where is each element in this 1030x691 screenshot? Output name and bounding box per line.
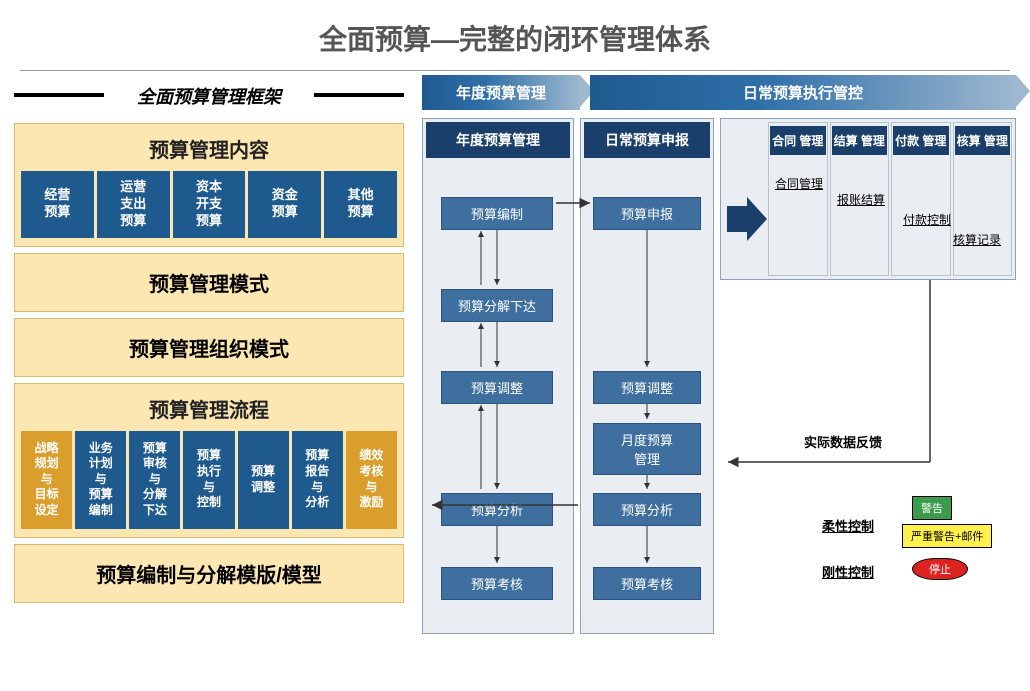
flow-node: 预算分析 — [593, 493, 701, 526]
box-template: 预算编制与分解模版/模型 — [14, 544, 404, 603]
rule-right — [314, 93, 404, 97]
process-cell: 战略规划与目标设定 — [21, 431, 72, 529]
page-title: 全面预算—完整的闭环管理体系 — [0, 0, 1030, 70]
rhead-1: 合同 管理 — [770, 126, 826, 155]
col-daily-head: 日常预算申报 — [584, 122, 710, 158]
box-org: 预算管理组织模式 — [14, 318, 404, 377]
left-heading: 全面预算管理框架 — [14, 75, 404, 123]
flow-node: 预算编制 — [441, 197, 553, 230]
grid-col-4: 核算 管理 — [953, 122, 1013, 276]
tab-daily: 日常预算执行管控 — [590, 75, 1016, 110]
col-daily-body: 预算申报预算调整月度预算管理预算分析预算考核 — [581, 161, 713, 633]
grid-col-1: 合同 管理 — [768, 122, 828, 276]
process-cell: 绩效考核与激励 — [346, 431, 397, 529]
flow-node: 月度预算管理 — [593, 423, 701, 475]
tab-bar: 年度预算管理 日常预算执行管控 — [422, 75, 1016, 110]
stair-3: 付款控制 — [903, 211, 951, 228]
left-panel: 全面预算管理框架 预算管理内容 经营预算运营支出预算资本开支预算资金预算其他预算… — [14, 75, 404, 634]
badge-severe: 严重警告+邮件 — [902, 524, 992, 548]
content-cell: 资本开支预算 — [173, 171, 246, 238]
box-content-title: 预算管理内容 — [19, 130, 399, 171]
right-panel: 年度预算管理 日常预算执行管控 年度预算管理 预算 — [404, 75, 1016, 634]
columns: 年度预算管理 预算编制预算分解下达预算调整预算分析预算考核 日常预算 — [422, 118, 1016, 634]
process-cell: 预算执行与控制 — [183, 431, 234, 529]
process-cell: 预算调整 — [238, 431, 289, 529]
flow-node: 预算调整 — [593, 371, 701, 404]
box-process-title: 预算管理流程 — [19, 390, 399, 431]
flow-node: 预算调整 — [441, 371, 553, 404]
process-row: 战略规划与目标设定业务计划与预算编制预算审核与分解下达预算执行与控制预算调整预算… — [19, 431, 399, 531]
flow-node: 预算申报 — [593, 197, 701, 230]
divider — [20, 70, 1010, 71]
box-mode: 预算管理模式 — [14, 253, 404, 312]
badge-warn: 警告 — [912, 496, 952, 520]
stair-4: 核算记录 — [953, 231, 1001, 248]
right-sub-panel: 合同 管理 结算 管理 付款 管理 核算 管理 合同管理 报账结算 付款控制 核… — [720, 118, 1016, 634]
stair-2: 报账结算 — [837, 191, 885, 208]
process-cell: 预算报告与分析 — [292, 431, 343, 529]
process-cell: 业务计划与预算编制 — [75, 431, 126, 529]
ctrl-soft: 柔性控制 — [822, 516, 874, 535]
flow-node: 预算考核 — [441, 567, 553, 600]
rhead-2: 结算 管理 — [832, 126, 888, 155]
mgmt-grid: 合同 管理 结算 管理 付款 管理 核算 管理 合同管理 报账结算 付款控制 核… — [720, 118, 1016, 280]
content-row: 经营预算运营支出预算资本开支预算资金预算其他预算 — [19, 171, 399, 240]
col-daily: 日常预算申报 预算申报预算调整月度预算管理预算分析预算考核 — [580, 118, 714, 634]
feedback-label: 实际数据反馈 — [804, 432, 882, 451]
feedback-arrows — [720, 276, 1020, 636]
box-content: 预算管理内容 经营预算运营支出预算资本开支预算资金预算其他预算 — [14, 123, 404, 247]
process-cell: 预算审核与分解下达 — [129, 431, 180, 529]
flow-node: 预算分析 — [441, 493, 553, 526]
ctrl-hard: 刚性控制 — [822, 562, 874, 581]
main-layout: 全面预算管理框架 预算管理内容 经营预算运营支出预算资本开支预算资金预算其他预算… — [0, 75, 1030, 634]
col-annual-body: 预算编制预算分解下达预算调整预算分析预算考核 — [423, 161, 573, 633]
rhead-4: 核算 管理 — [955, 126, 1011, 155]
grid-col-3: 付款 管理 — [891, 122, 951, 276]
col-annual: 年度预算管理 预算编制预算分解下达预算调整预算分析预算考核 — [422, 118, 574, 634]
content-cell: 运营支出预算 — [97, 171, 170, 238]
col-annual-head: 年度预算管理 — [426, 122, 570, 158]
badge-stop: 停止 — [912, 558, 968, 580]
tab-annual: 年度预算管理 — [422, 75, 580, 110]
box-process: 预算管理流程 战略规划与目标设定业务计划与预算编制预算审核与分解下达预算执行与控… — [14, 383, 404, 538]
flow-node: 预算分解下达 — [441, 289, 553, 322]
content-cell: 经营预算 — [21, 171, 94, 238]
rule-left — [14, 93, 104, 97]
flow-node: 预算考核 — [593, 567, 701, 600]
content-cell: 资金预算 — [248, 171, 321, 238]
stair-1: 合同管理 — [775, 175, 823, 192]
content-cell: 其他预算 — [324, 171, 397, 238]
rhead-3: 付款 管理 — [893, 126, 949, 155]
